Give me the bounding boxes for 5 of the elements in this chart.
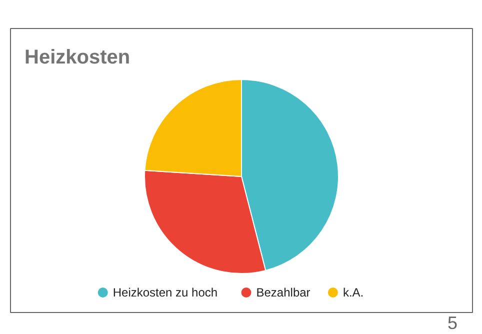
chart-title: Heizkosten — [24, 46, 130, 68]
legend-label: Heizkosten zu hoch — [112, 286, 218, 300]
text: 5 — [447, 313, 458, 333]
legend-label: Bezahlbar — [256, 286, 310, 300]
legend-label: k.A. — [342, 286, 364, 300]
